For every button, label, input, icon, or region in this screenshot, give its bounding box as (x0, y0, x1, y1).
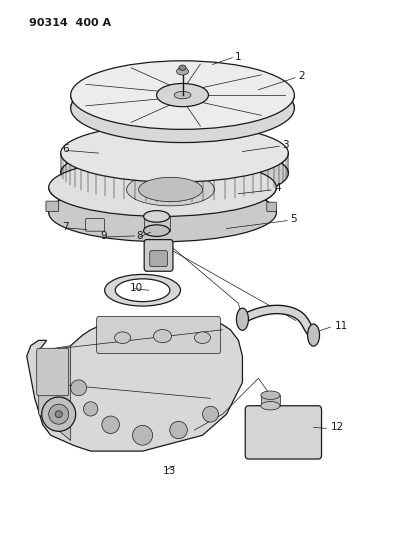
Text: 9: 9 (100, 231, 107, 241)
Ellipse shape (61, 124, 288, 182)
Ellipse shape (71, 61, 294, 130)
FancyBboxPatch shape (150, 251, 167, 266)
Text: 5: 5 (290, 214, 297, 224)
Ellipse shape (157, 84, 209, 107)
Ellipse shape (261, 391, 280, 399)
Ellipse shape (55, 411, 62, 418)
Ellipse shape (177, 68, 188, 75)
Text: 8: 8 (136, 231, 143, 241)
Text: 12: 12 (330, 422, 343, 432)
FancyBboxPatch shape (85, 219, 104, 231)
Text: 7: 7 (62, 222, 68, 232)
Ellipse shape (83, 402, 98, 416)
Ellipse shape (71, 380, 87, 395)
Ellipse shape (102, 416, 119, 433)
Text: 6: 6 (62, 144, 68, 155)
FancyBboxPatch shape (245, 406, 322, 459)
Ellipse shape (170, 421, 188, 439)
Ellipse shape (49, 404, 69, 424)
Ellipse shape (127, 173, 215, 206)
Text: 4: 4 (275, 183, 281, 193)
Ellipse shape (144, 211, 170, 222)
Ellipse shape (307, 324, 320, 346)
Polygon shape (39, 345, 71, 441)
FancyBboxPatch shape (267, 202, 276, 212)
Ellipse shape (132, 425, 153, 445)
FancyBboxPatch shape (37, 348, 69, 395)
Text: 3: 3 (282, 140, 289, 150)
Text: 13: 13 (162, 466, 176, 476)
Polygon shape (71, 74, 294, 130)
Ellipse shape (42, 397, 76, 431)
Text: 90314  400 A: 90314 400 A (29, 18, 111, 28)
Polygon shape (27, 319, 243, 451)
Ellipse shape (104, 274, 181, 306)
Polygon shape (61, 144, 288, 182)
FancyBboxPatch shape (46, 201, 59, 212)
Polygon shape (49, 184, 276, 216)
Text: 10: 10 (130, 282, 143, 293)
Ellipse shape (144, 225, 170, 237)
Ellipse shape (179, 65, 186, 70)
Text: 2: 2 (298, 70, 305, 80)
Text: 11: 11 (334, 320, 347, 330)
Ellipse shape (139, 177, 202, 201)
Polygon shape (144, 216, 170, 231)
Ellipse shape (202, 406, 218, 422)
Ellipse shape (71, 74, 294, 142)
Ellipse shape (194, 332, 211, 343)
Ellipse shape (153, 329, 172, 343)
Ellipse shape (49, 158, 276, 216)
Ellipse shape (115, 332, 130, 343)
FancyBboxPatch shape (97, 317, 220, 353)
Text: 1: 1 (234, 52, 241, 62)
Ellipse shape (61, 144, 288, 202)
Ellipse shape (49, 184, 276, 241)
Ellipse shape (115, 279, 170, 302)
FancyBboxPatch shape (144, 240, 173, 271)
Ellipse shape (174, 91, 191, 99)
Ellipse shape (261, 401, 280, 410)
Ellipse shape (237, 308, 248, 330)
Polygon shape (261, 395, 280, 406)
